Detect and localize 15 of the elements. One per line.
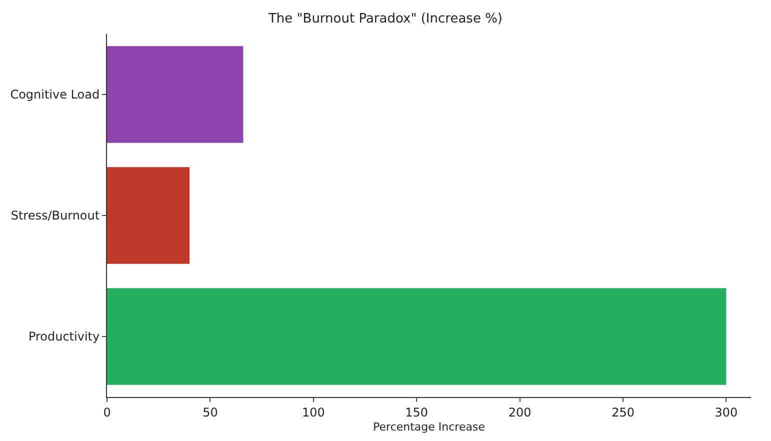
chart-title: The "Burnout Paradox" (Increase %): [267, 11, 503, 26]
x-tick-label: 200: [508, 405, 532, 420]
x-tick-label: 0: [103, 405, 111, 420]
x-tick-label: 250: [612, 405, 634, 420]
x-tick-label: 50: [202, 405, 218, 420]
y-tick-label: Stress/Burnout: [10, 208, 100, 223]
bar: [107, 167, 190, 264]
x-tick-label: 100: [302, 405, 325, 420]
y-tick-label: Cognitive Load: [10, 88, 100, 102]
y-tick-label: Productivity: [28, 330, 100, 344]
bar: [107, 288, 726, 385]
x-tick-label: 300: [714, 405, 738, 420]
x-tick-label: 150: [405, 405, 428, 420]
bar: [107, 46, 244, 143]
x-axis-title: Percentage Increase: [373, 420, 486, 434]
